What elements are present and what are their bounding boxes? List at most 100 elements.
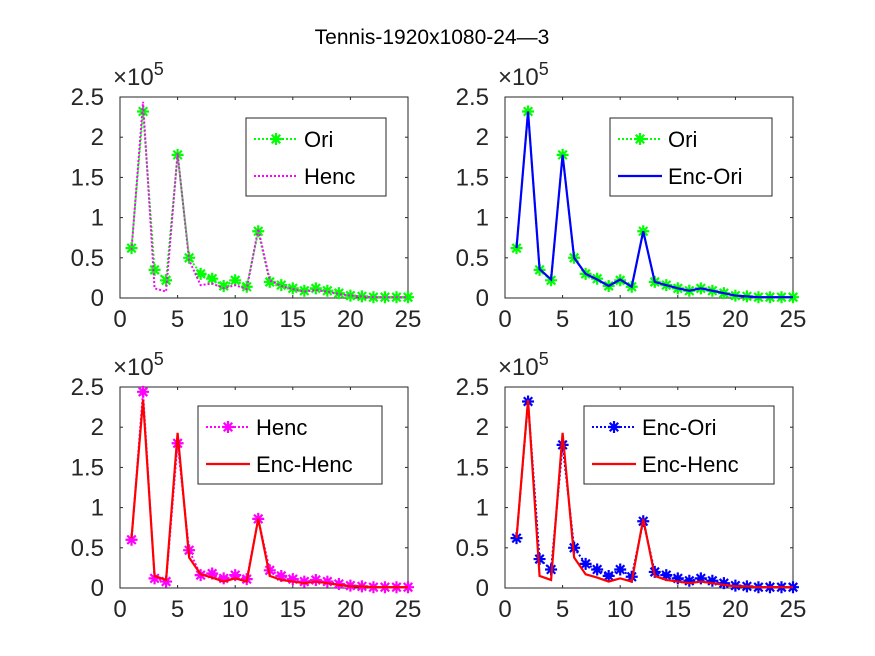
exponent-power: 5 bbox=[539, 349, 549, 369]
legend-label: Enc-Ori bbox=[668, 164, 743, 189]
axes-box bbox=[504, 386, 794, 589]
y-tick-label: 1 bbox=[91, 495, 104, 522]
legend-label: Henc bbox=[256, 415, 307, 440]
y-tick-label: 0.5 bbox=[456, 535, 489, 562]
data-point bbox=[206, 272, 219, 285]
x-tick-label: 25 bbox=[780, 306, 807, 333]
y-tick-label: 2 bbox=[91, 124, 104, 151]
x-tick-label: 0 bbox=[113, 596, 126, 623]
data-point bbox=[533, 553, 546, 566]
x-tick-label: 10 bbox=[222, 306, 249, 333]
exponent-base: ×10 bbox=[498, 354, 539, 381]
data-point bbox=[194, 267, 207, 280]
x-tick-label: 0 bbox=[498, 596, 511, 623]
y-tick-label: 1.5 bbox=[456, 164, 489, 191]
data-point bbox=[614, 563, 627, 576]
data-point bbox=[125, 533, 138, 546]
x-tick-label: 10 bbox=[607, 306, 634, 333]
y-tick-label: 2.5 bbox=[456, 374, 489, 401]
y-tick-label: 1.5 bbox=[71, 164, 104, 191]
x-tick-label: 25 bbox=[395, 596, 422, 623]
y-tick-label: 0.5 bbox=[71, 535, 104, 562]
y-tick-label: 1 bbox=[91, 205, 104, 232]
legend: Enc-Ori Enc-Henc bbox=[583, 405, 775, 485]
data-point bbox=[206, 567, 219, 580]
data-point bbox=[579, 557, 592, 570]
data-point bbox=[298, 575, 311, 588]
series-line-enc-henc bbox=[515, 399, 793, 589]
y-exponent-label: ×105 bbox=[498, 59, 549, 91]
x-tick-label: 15 bbox=[664, 306, 691, 333]
y-tick-label: 0 bbox=[91, 575, 104, 602]
y-exponent-label: ×105 bbox=[498, 349, 549, 381]
x-tick-label: 15 bbox=[279, 306, 306, 333]
data-point bbox=[591, 563, 604, 576]
exponent-base: ×10 bbox=[113, 354, 154, 381]
data-point bbox=[217, 279, 230, 292]
legend-box bbox=[609, 117, 773, 197]
x-tick-label: 0 bbox=[498, 306, 511, 333]
y-tick-label: 2 bbox=[476, 124, 489, 151]
x-tick-label: 25 bbox=[780, 596, 807, 623]
legend-label: Ori bbox=[668, 127, 697, 152]
x-tick-label: 25 bbox=[395, 306, 422, 333]
y-tick-label: 1 bbox=[476, 495, 489, 522]
data-point bbox=[275, 569, 288, 582]
legend-label: Ori bbox=[304, 127, 333, 152]
data-point bbox=[309, 573, 322, 586]
legend-label: Enc-Ori bbox=[642, 415, 717, 440]
x-tick-label: 0 bbox=[113, 306, 126, 333]
data-point bbox=[148, 263, 161, 276]
data-point bbox=[229, 569, 242, 582]
x-tick-label: 20 bbox=[722, 306, 749, 333]
x-tick-label: 10 bbox=[607, 596, 634, 623]
legend-box bbox=[197, 405, 383, 485]
data-point bbox=[344, 289, 357, 302]
data-point bbox=[683, 574, 696, 587]
data-point bbox=[717, 577, 730, 590]
legend-marker bbox=[222, 421, 234, 433]
exponent-power: 5 bbox=[154, 59, 164, 79]
legend-box bbox=[245, 117, 387, 197]
exponent-power: 5 bbox=[154, 349, 164, 369]
legend: Henc Enc-Henc bbox=[197, 405, 383, 485]
data-point bbox=[355, 290, 368, 303]
y-tick-label: 2.5 bbox=[456, 84, 489, 111]
y-tick-label: 2.5 bbox=[71, 84, 104, 111]
legend-label: Henc bbox=[304, 164, 355, 189]
series-line-henc bbox=[130, 101, 408, 299]
y-tick-label: 0 bbox=[476, 285, 489, 312]
x-tick-label: 20 bbox=[337, 306, 364, 333]
legend-marker bbox=[608, 421, 620, 433]
x-tick-label: 20 bbox=[722, 596, 749, 623]
legend-box bbox=[583, 405, 775, 485]
x-tick-label: 20 bbox=[337, 596, 364, 623]
series-line-enc-ori bbox=[515, 111, 793, 299]
data-point bbox=[332, 287, 345, 300]
legend-marker bbox=[270, 133, 282, 145]
data-point bbox=[706, 574, 719, 587]
data-point bbox=[660, 569, 673, 582]
data-point bbox=[275, 279, 288, 292]
y-tick-label: 2 bbox=[91, 414, 104, 441]
data-point bbox=[240, 280, 253, 293]
x-tick-label: 15 bbox=[279, 596, 306, 623]
y-exponent-label: ×105 bbox=[113, 349, 164, 381]
data-point bbox=[183, 251, 196, 264]
data-point bbox=[137, 385, 150, 398]
data-point bbox=[263, 275, 276, 288]
x-tick-label: 5 bbox=[171, 306, 184, 333]
x-tick-label: 5 bbox=[556, 306, 569, 333]
y-tick-label: 1.5 bbox=[71, 454, 104, 481]
x-tick-label: 5 bbox=[556, 596, 569, 623]
data-point bbox=[602, 569, 615, 582]
y-tick-label: 2.5 bbox=[71, 374, 104, 401]
data-point bbox=[671, 572, 684, 585]
legend-label: Enc-Henc bbox=[256, 452, 353, 477]
legend-label: Enc-Henc bbox=[642, 452, 739, 477]
axes-box bbox=[119, 96, 409, 299]
y-tick-label: 2 bbox=[476, 414, 489, 441]
y-tick-label: 1 bbox=[476, 205, 489, 232]
data-point bbox=[321, 575, 334, 588]
